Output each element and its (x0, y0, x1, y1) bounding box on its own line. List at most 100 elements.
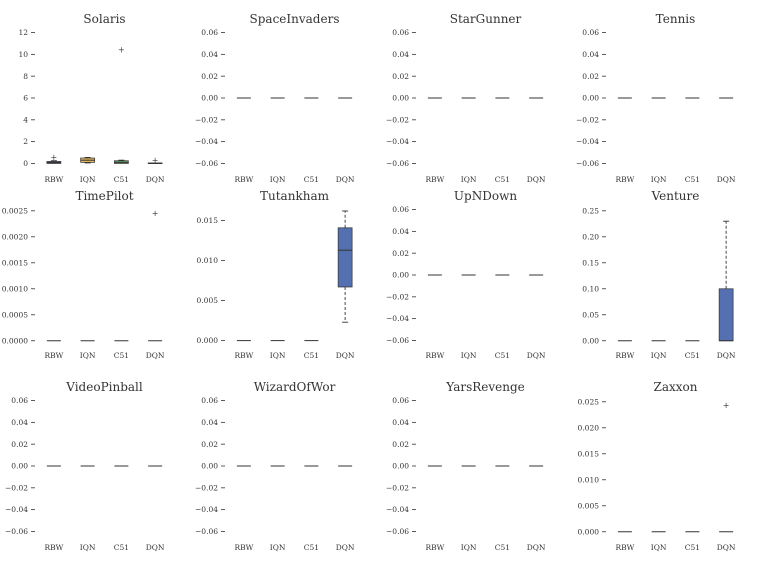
subplot-stargunner: StarGunner −0.06 −0.04 −0.02 0.00 0.02 0.04 0.0… (386, 12, 546, 184)
y-tick-label: 0.04 (582, 50, 599, 59)
subplot-spaceinvaders: SpaceInvaders −0.06 −0.04 −0.02 0.00 0.02 0.04… (195, 12, 355, 184)
y-tick-label: 0.05 (582, 310, 599, 319)
subplot-title: Solaris (83, 12, 125, 26)
subplot-title: VideoPinball (65, 380, 143, 394)
y-tick-label: −0.06 (386, 336, 409, 345)
x-category-label: C51 (114, 543, 129, 552)
y-tick-label: 6 (23, 94, 28, 103)
x-category-label: IQN (80, 351, 96, 360)
y-tick-label: 0.06 (392, 205, 409, 214)
outlier-marker: + (118, 46, 125, 55)
x-category-label: C51 (685, 543, 700, 552)
x-category-label: C51 (685, 175, 700, 184)
y-tick-label: 0.0005 (2, 310, 28, 319)
x-category-label: RBW (44, 543, 63, 552)
x-category-label: C51 (304, 351, 319, 360)
y-tick-label: −0.04 (576, 137, 599, 146)
box-c51: + (114, 46, 129, 164)
y-tick-label: 0.020 (578, 423, 600, 432)
y-tick-label: 0.00 (582, 94, 599, 103)
outlier-marker: + (723, 401, 730, 410)
y-tick-label: 0.0015 (2, 258, 28, 267)
x-category-label: DQN (717, 351, 736, 360)
y-tick-label: 0.15 (582, 258, 599, 267)
x-category-label: RBW (44, 175, 63, 184)
y-tick-label: 0.00 (582, 336, 599, 345)
x-category-label: C51 (114, 175, 129, 184)
y-tick-label: −0.02 (386, 483, 409, 492)
x-category-label: C51 (685, 351, 700, 360)
x-category-label: RBW (234, 543, 253, 552)
y-tick-label: 0.04 (11, 418, 28, 427)
x-category-label: DQN (146, 543, 165, 552)
y-tick-label: 0 (23, 159, 28, 168)
y-tick-label: 0.06 (392, 396, 409, 405)
y-tick-label: 0.06 (392, 28, 409, 37)
subplot-title: SpaceInvaders (250, 12, 340, 26)
y-tick-label: 0.20 (582, 232, 599, 241)
y-tick-label: 0.25 (582, 206, 599, 215)
subplot-yarsrevenge: YarsRevenge −0.06 −0.04 −0.02 0.00 0.02 0.04 0.… (386, 380, 546, 552)
y-tick-label: 0.06 (11, 396, 28, 405)
y-tick-label: −0.04 (386, 137, 409, 146)
y-tick-label: 2 (23, 137, 28, 146)
y-tick-label: 0.0025 (2, 206, 28, 215)
subplot-wizardofwor: WizardOfWor −0.06 −0.04 −0.02 0.00 0.02 0.04 0.… (195, 380, 355, 552)
x-category-label: C51 (304, 543, 319, 552)
y-tick-label: −0.06 (386, 159, 409, 168)
x-category-label: C51 (495, 543, 510, 552)
x-category-label: DQN (527, 543, 546, 552)
y-tick-label: 0.015 (197, 216, 219, 225)
x-category-label: DQN (717, 175, 736, 184)
subplot-title: Tutankham (260, 189, 330, 203)
y-tick-label: −0.02 (195, 483, 218, 492)
y-tick-label: 8 (23, 72, 28, 81)
subplot-title: UpNDown (454, 189, 517, 203)
y-tick-label: 0.02 (392, 440, 409, 449)
y-tick-label: −0.04 (195, 505, 218, 514)
box-iqn (80, 157, 95, 164)
subplot-upndown: UpNDown −0.06 −0.04 −0.02 0.00 0.02 0.04 0.06 RB… (386, 189, 546, 360)
box-dqn (337, 210, 353, 323)
y-tick-label: −0.06 (5, 527, 28, 536)
y-tick-label: −0.02 (576, 115, 599, 124)
y-tick-label: 12 (18, 28, 28, 37)
subplot-title: WizardOfWor (254, 380, 336, 394)
x-category-label: DQN (527, 175, 546, 184)
y-tick-label: −0.06 (195, 159, 218, 168)
subplot-venture: Venture 0.00 0.05 0.10 0.15 0.20 0.25 RBW IQN C51… (582, 189, 736, 360)
y-tick-label: 0.04 (201, 418, 218, 427)
box-dqn (718, 220, 734, 342)
y-tick-label: −0.04 (386, 505, 409, 514)
y-tick-label: 10 (18, 50, 28, 59)
y-tick-label: 0.0000 (2, 336, 28, 345)
y-tick-label: 0.00 (392, 271, 409, 280)
x-category-label: RBW (425, 351, 444, 360)
subplot-videopinball: VideoPinball −0.06 −0.04 −0.02 0.00 0.02 0.04 0… (5, 380, 165, 552)
y-tick-label: 0.0020 (2, 232, 28, 241)
x-category-label: DQN (146, 351, 165, 360)
y-tick-label: 0.0010 (2, 284, 28, 293)
y-tick-label: 0.005 (578, 501, 600, 510)
subplot-title: Venture (651, 189, 700, 203)
box-body (718, 288, 734, 342)
y-tick-label: 0.025 (578, 397, 600, 406)
x-category-label: DQN (527, 351, 546, 360)
y-tick-label: 0.010 (197, 256, 219, 265)
subplot-zaxxon: Zaxxon 0.000 0.005 0.010 0.015 0.020 0.025 RBW I… (578, 380, 736, 552)
box-dqn: + (147, 156, 163, 165)
x-category-label: C51 (114, 351, 129, 360)
x-category-label: RBW (615, 543, 634, 552)
x-category-label: IQN (651, 543, 667, 552)
y-tick-label: −0.02 (386, 115, 409, 124)
subplot-solaris: Solaris 0 2 4 6 8 10 12 RBW IQN C51 DQN + + + (18, 12, 164, 184)
y-tick-label: −0.04 (386, 314, 409, 323)
y-tick-label: 0.02 (201, 440, 218, 449)
y-tick-label: 0.06 (582, 28, 599, 37)
y-tick-label: 4 (23, 115, 28, 124)
y-tick-label: 0.02 (582, 72, 599, 81)
y-tick-label: −0.06 (195, 527, 218, 536)
x-category-label: IQN (80, 175, 96, 184)
y-tick-label: 0.04 (392, 418, 409, 427)
